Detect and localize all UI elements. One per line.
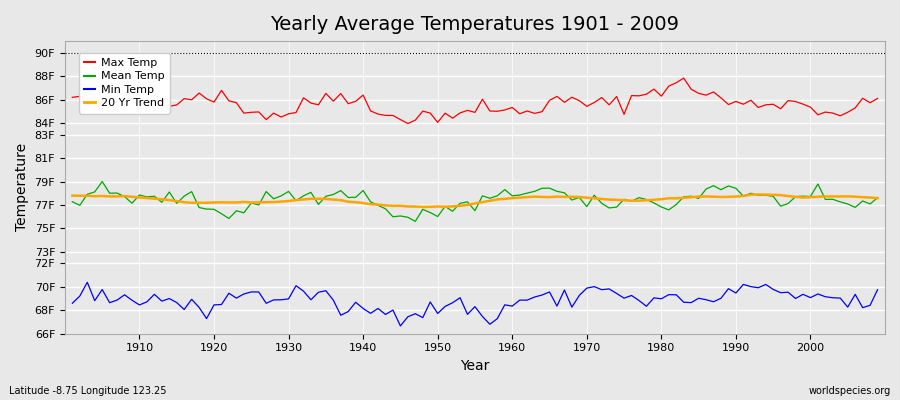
Legend: Max Temp, Mean Temp, Min Temp, 20 Yr Trend: Max Temp, Mean Temp, Min Temp, 20 Yr Tre… [78,52,170,114]
Text: Latitude -8.75 Longitude 123.25: Latitude -8.75 Longitude 123.25 [9,386,166,396]
X-axis label: Year: Year [460,359,490,373]
Y-axis label: Temperature: Temperature [15,143,29,232]
Title: Yearly Average Temperatures 1901 - 2009: Yearly Average Temperatures 1901 - 2009 [271,15,680,34]
Text: worldspecies.org: worldspecies.org [809,386,891,396]
